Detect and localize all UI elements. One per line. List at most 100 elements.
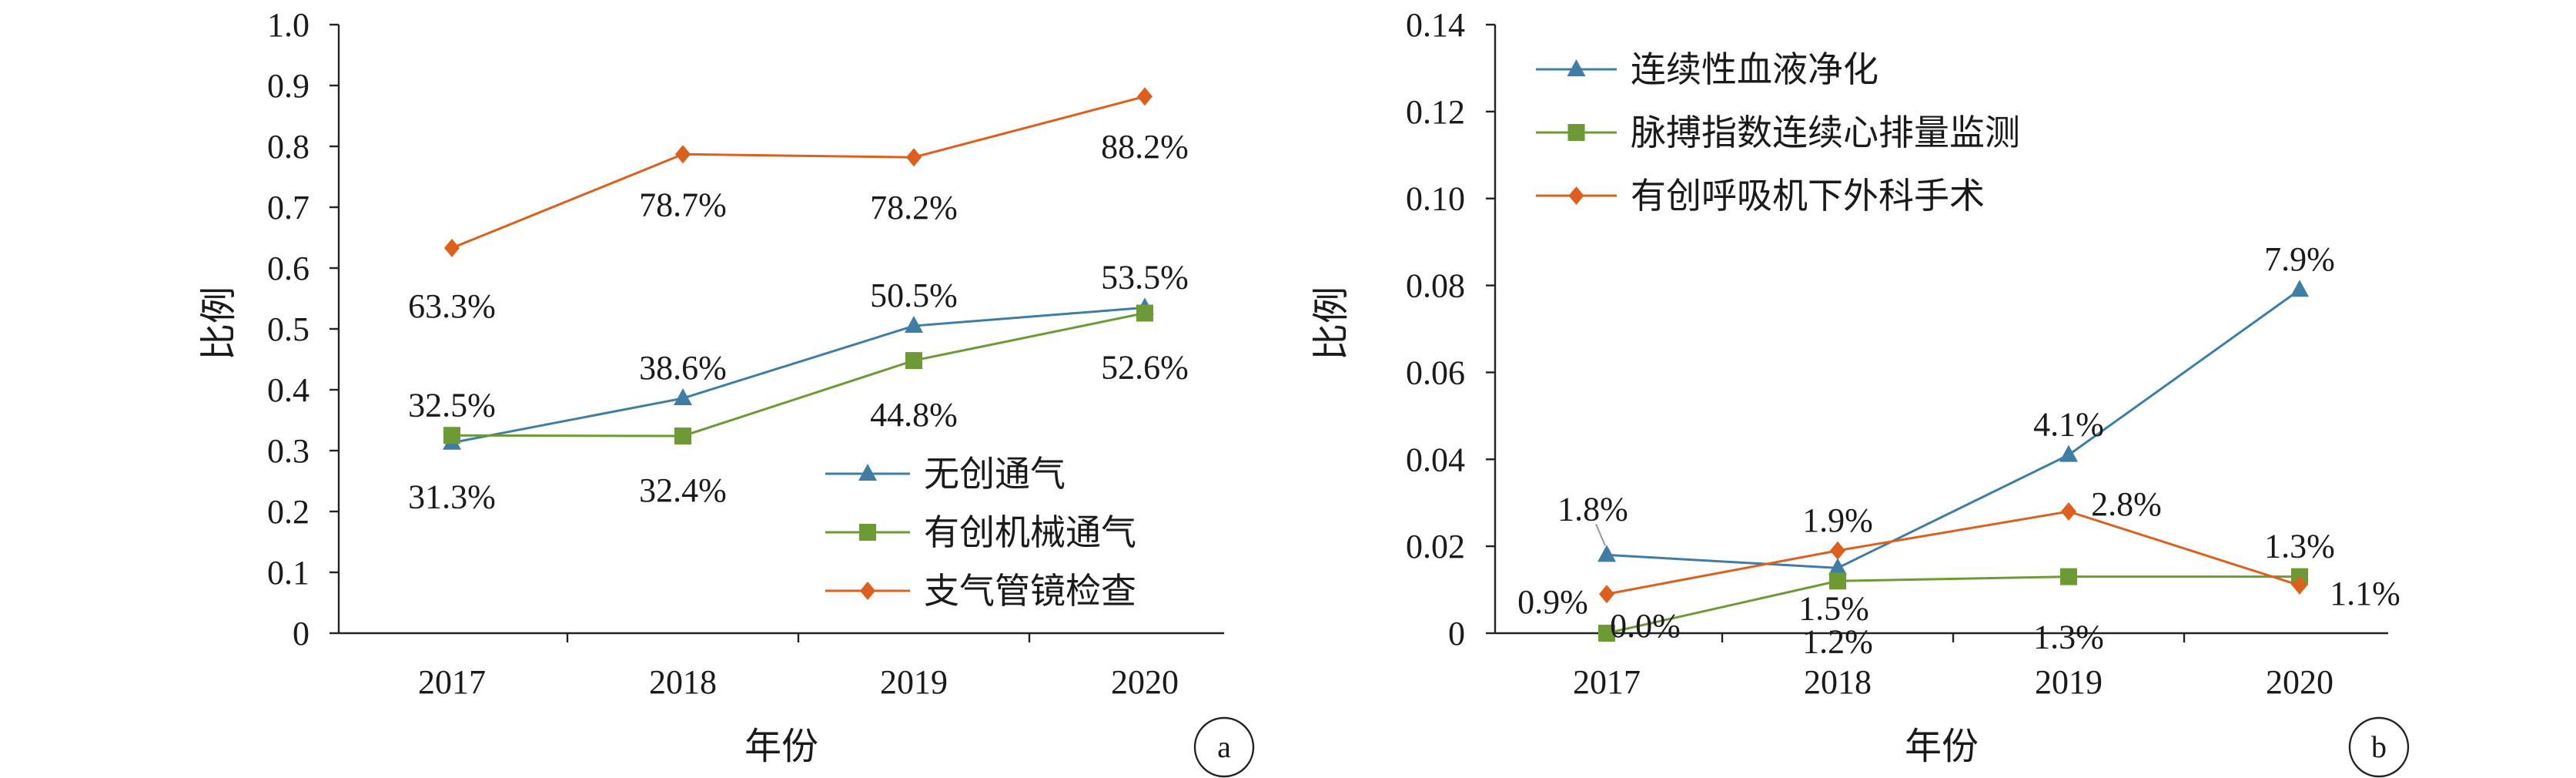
data-point: [1136, 304, 1153, 322]
data-point: [1830, 541, 1845, 560]
data-label: 0.0%: [1610, 607, 1681, 645]
data-label: 2.8%: [2091, 485, 2162, 523]
data-point: [905, 316, 923, 334]
data-point: [443, 427, 460, 444]
data-point: [2059, 444, 2078, 462]
y-tick-label: 0.9: [267, 67, 309, 105]
legend-label: 连续性血液净化: [1631, 49, 1878, 90]
series-0: 1.8% 1.5% 4.1% 7.9%: [1557, 240, 2335, 627]
legend-marker: [860, 582, 875, 600]
series-2: 63.3% 78.7% 78.2% 88.2%: [408, 87, 1189, 325]
data-point: [2061, 502, 2076, 521]
data-point: [674, 428, 691, 445]
series-0: 31.3% 38.6% 50.5% 53.5%: [408, 258, 1189, 515]
data-point: [2290, 280, 2309, 297]
legend-label: 有创机械通气: [924, 511, 1136, 553]
series-1: 32.5% 32.4% 44.8% 52.6%: [408, 304, 1189, 509]
data-point: [1599, 585, 1614, 604]
x-tick-label: 2019: [880, 663, 948, 701]
data-label: 1.9%: [1802, 501, 1873, 539]
data-point: [2292, 575, 2307, 595]
series-line: [1606, 288, 2300, 569]
legend-label: 脉搏指数连续心排量监测: [1631, 112, 2020, 153]
data-label: 1.3%: [2033, 619, 2104, 656]
series-line: [451, 311, 1146, 438]
data-label: 50.5%: [870, 277, 958, 314]
series-line: [1606, 510, 2300, 595]
y-tick-label: 0.2: [267, 493, 309, 531]
data-label: 1.1%: [2330, 575, 2400, 612]
y-axis-title: 比例: [199, 287, 239, 360]
y-tick-label: 0.8: [267, 128, 309, 166]
y-tick-label: 0.7: [267, 189, 309, 226]
data-point: [1598, 625, 1615, 642]
y-tick-label: 0.3: [267, 432, 309, 470]
x-tick-label: 2020: [1111, 663, 1179, 701]
data-point: [674, 388, 692, 406]
chart-panel-b: 0 0.02 0.04 0.06 0.08 0.10 0.12 0.14 2017 2018 201…: [1311, 6, 2410, 778]
y-tick-label: 0.04: [1406, 441, 1465, 478]
legend-marker: [858, 464, 877, 481]
data-label: 1.5%: [1798, 589, 1869, 627]
data-point: [444, 238, 460, 257]
data-label: 44.8%: [870, 396, 958, 434]
data-label: 1.3%: [2264, 528, 2335, 565]
legend-label: 无创通气: [924, 453, 1066, 495]
data-label: 7.9%: [2264, 240, 2335, 278]
data-label: 78.7%: [639, 186, 727, 223]
y-axis-title: 比例: [1311, 287, 1352, 360]
x-tick-label: 2018: [649, 663, 717, 701]
data-label: 53.5%: [1101, 258, 1189, 296]
panel-letter: a: [1217, 729, 1231, 764]
y-tick-label: 0.08: [1406, 267, 1465, 305]
y-tick-label: 0.10: [1406, 180, 1465, 218]
series-line: [451, 95, 1146, 250]
y-tick-label: 0.5: [267, 310, 309, 348]
data-label: 4.1%: [2033, 406, 2104, 444]
data-point: [905, 352, 922, 370]
panel-letter-circle: [2348, 716, 2410, 778]
data-point: [906, 148, 922, 167]
legend-label: 支气管镜检查: [924, 570, 1136, 612]
x-tick-label: 2017: [1573, 663, 1641, 701]
label-leader-line: [1595, 524, 1606, 546]
data-label: 31.3%: [408, 478, 496, 516]
data-point: [1829, 572, 1846, 590]
panel-letter: b: [2371, 729, 2387, 764]
y-tick-label: 1.0: [267, 6, 309, 44]
data-point: [1597, 545, 1616, 562]
data-label: 32.5%: [408, 386, 496, 424]
data-label: 0.9%: [1517, 583, 1588, 621]
x-tick-label: 2019: [2035, 663, 2103, 701]
legend-marker: [1568, 186, 1584, 205]
series-line: [1606, 575, 2300, 635]
y-tick-label: 0.4: [267, 371, 309, 409]
y-tick-label: 0: [1448, 615, 1465, 652]
x-tick-label: 2017: [418, 663, 486, 701]
y-tick-label: 0.06: [1406, 354, 1465, 391]
y-tick-label: 0.1: [267, 554, 309, 592]
data-label: 63.3%: [408, 287, 496, 325]
legend-marker: [859, 524, 876, 541]
chart-panel-a: 0 0.1 0.2 0.3 0.4 0.5 0.6 0.7 0.8 0.9 1.0 2017 2018 2…: [199, 6, 1255, 778]
x-tick-label: 2018: [1804, 663, 1872, 701]
y-tick-label: 0: [293, 615, 309, 652]
data-label: 52.6%: [1101, 348, 1189, 386]
data-label: 78.2%: [870, 189, 958, 226]
data-point: [675, 145, 691, 164]
y-tick-label: 0.12: [1406, 93, 1465, 131]
legend-marker: [1567, 59, 1586, 76]
x-axis-title: 年份: [1905, 726, 1979, 767]
series-1: 0.0% 1.2% 1.3% 1.3%: [1598, 528, 2335, 660]
data-label: 1.2%: [1802, 622, 1873, 660]
data-label: 38.6%: [639, 349, 727, 387]
y-tick-label: 0.14: [1406, 6, 1465, 44]
series-line: [451, 306, 1146, 444]
data-point: [2060, 568, 2077, 585]
series-2: 0.9% 1.9% 2.8% 1.1%: [1517, 485, 2400, 621]
legend-label: 有创呼吸机下外科手术: [1631, 175, 1985, 216]
y-tick-label: 0.02: [1406, 528, 1465, 565]
legend-marker: [1567, 124, 1585, 141]
data-label: 32.4%: [639, 471, 727, 509]
